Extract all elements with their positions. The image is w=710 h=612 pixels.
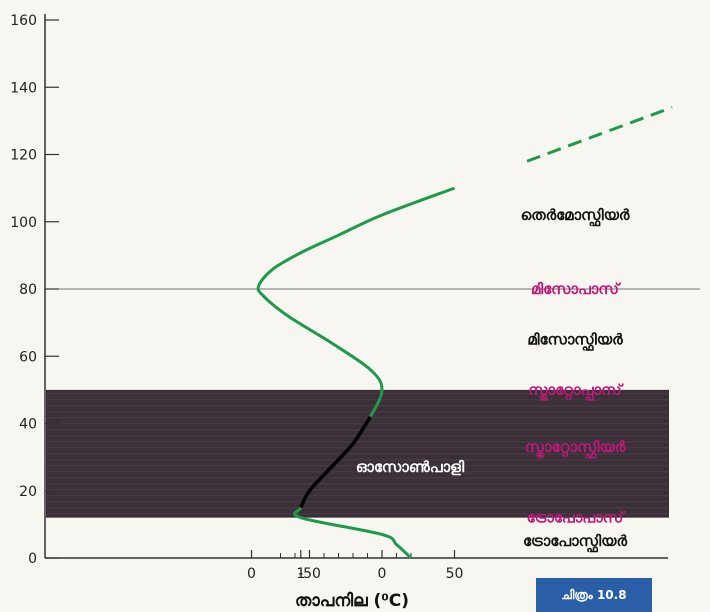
x-tick-label: 50 <box>446 566 464 582</box>
x-tick-label: 0 <box>247 566 256 582</box>
x-tick-label: 1 <box>296 566 305 582</box>
figure-number-badge: ചിത്രം 10.8 <box>536 578 652 612</box>
layer-label: മിസോപാസ് <box>531 280 622 298</box>
y-tick-label: 60 <box>19 349 37 365</box>
x-tick-label: -50 <box>298 566 321 582</box>
temperature-curve-solid <box>256 186 456 560</box>
ozone-layer-curve-segment <box>299 415 372 509</box>
y-tick-label: 0 <box>28 551 37 567</box>
y-tick-label: 20 <box>19 484 37 500</box>
x-axis-title: താപനില (⁰C) <box>295 591 409 611</box>
layer-label: സ്ട്രാറ്റോപ്പാസ് <box>528 381 624 402</box>
y-tick-label: 80 <box>19 282 37 298</box>
temperature-curve-dashed <box>526 106 673 163</box>
layer-label: ഓസോൺപാളി <box>356 458 465 476</box>
layer-label: സ്ട്രാറ്റോസ്ഫിയർ <box>525 438 626 459</box>
layer-label: ട്രോപോപാസ് <box>527 509 626 527</box>
y-tick-label: 140 <box>10 80 37 96</box>
layer-label: മിസോസ്ഫിയർ <box>527 330 623 351</box>
layer-label: ട്രോപോസ്ഫിയർ <box>523 532 627 553</box>
y-tick-label: 100 <box>10 215 37 231</box>
y-tick-label: 120 <box>10 148 37 164</box>
layer-label: തെർമോസ്ഫിയർ <box>521 206 630 227</box>
y-tick-label: 40 <box>19 417 37 433</box>
x-tick-label: 0 <box>378 566 387 582</box>
y-tick-label: 160 <box>10 13 37 29</box>
